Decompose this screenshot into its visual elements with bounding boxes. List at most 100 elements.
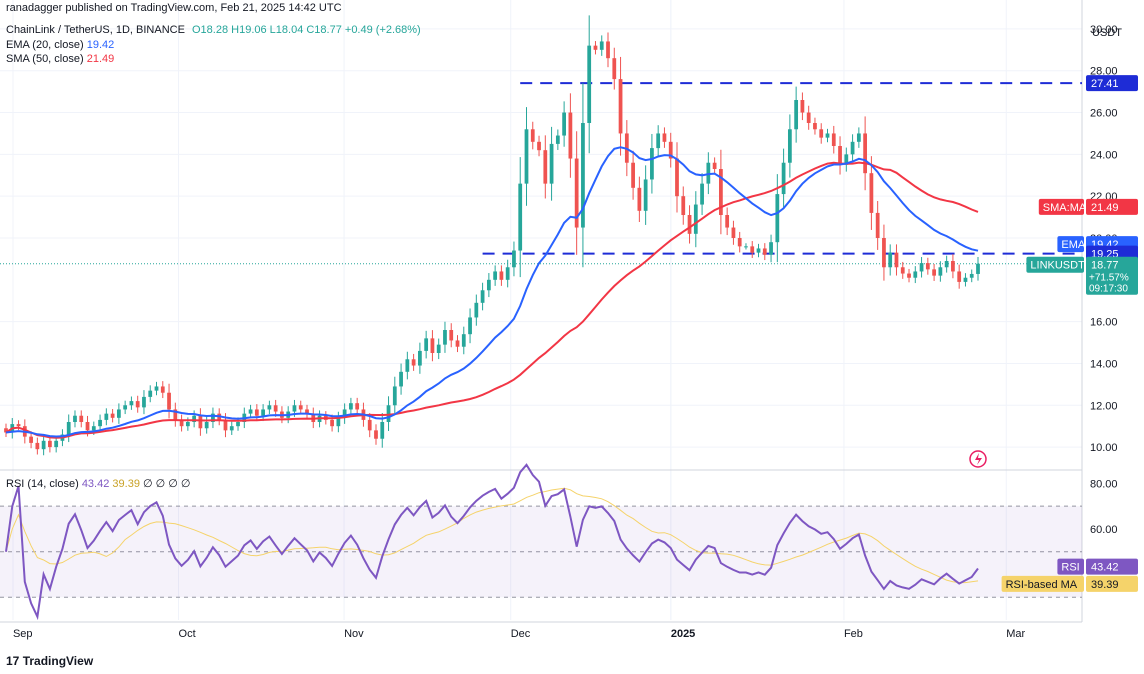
candle-body — [875, 212, 880, 238]
candle-body — [894, 252, 899, 268]
candle-body — [424, 338, 429, 351]
candle-body — [919, 263, 924, 272]
ema-legend-value: 19.42 — [86, 39, 115, 51]
candle-body — [248, 409, 253, 414]
price-tick-label: 28.00 — [1090, 66, 1118, 78]
price-badge-timer: 09:17:30 — [1089, 284, 1128, 295]
candle-body — [273, 405, 278, 412]
candle-body — [380, 422, 385, 439]
time-tick-label: Nov — [344, 628, 364, 640]
rsi-legend-ma-value: 39.39 — [112, 478, 140, 490]
price-badge-tag-bg — [1026, 256, 1084, 273]
horizontal-levels — [0, 82, 1082, 265]
candle-body — [769, 242, 773, 255]
candle-body — [831, 133, 836, 146]
candle-body — [179, 419, 184, 427]
candle-body — [606, 41, 610, 59]
price-badge-value: 18.77 — [1091, 260, 1119, 272]
rsi-legend[interactable]: RSI (14, close) 43.42 39.39 ∅ ∅ ∅ ∅ — [6, 477, 191, 490]
candle-body — [800, 100, 805, 113]
candle-body — [737, 238, 742, 247]
candle-body — [882, 238, 886, 268]
candle-body — [668, 141, 673, 159]
candle-body — [900, 267, 905, 274]
candle-body — [123, 405, 128, 410]
candle-body — [330, 419, 334, 427]
rsi-line — [5, 463, 979, 621]
candle-body — [662, 133, 667, 142]
sma-legend[interactable]: SMA (50, close) 21.49 — [6, 53, 114, 65]
currency-label: USDT — [1092, 27, 1122, 39]
candle-body — [543, 150, 548, 184]
sma-legend-label: SMA (50, close) — [6, 53, 84, 65]
tv-logo-text: TradingView — [22, 654, 94, 668]
candle-body — [888, 252, 893, 268]
candle-body — [687, 215, 692, 234]
candle-body — [618, 79, 623, 134]
candle-body — [599, 41, 604, 50]
candle-body — [825, 133, 830, 138]
candle-body — [443, 330, 447, 345]
candle-body — [675, 158, 679, 197]
ema-legend[interactable]: EMA (20, close) 19.42 — [6, 39, 114, 51]
candle-body — [725, 215, 730, 228]
candle-body — [336, 417, 341, 427]
candle-body — [367, 419, 372, 431]
candle-body — [700, 183, 704, 205]
candle-body — [756, 248, 761, 253]
candle-body — [581, 123, 585, 228]
candle-body — [160, 386, 165, 393]
candle-body — [731, 227, 736, 238]
rsi-legend-label: RSI (14, close) — [6, 478, 79, 490]
candle-body — [938, 267, 943, 276]
candle-body — [154, 386, 159, 391]
candle-body — [806, 112, 811, 123]
candle-body — [449, 330, 454, 341]
candle-body — [637, 187, 642, 211]
candle-body — [298, 405, 303, 410]
candle-body — [349, 403, 353, 410]
candle-body — [54, 440, 59, 448]
candle-body — [568, 112, 573, 159]
candle-body — [951, 261, 955, 272]
candle-body — [480, 290, 485, 303]
candle-body — [650, 148, 654, 180]
candle-body — [116, 409, 121, 418]
candle-body — [907, 273, 911, 278]
candle-body — [963, 277, 968, 282]
candle-body — [518, 183, 523, 251]
symbol-legend[interactable]: ChainLink / TetherUS, 1D, BINANCE O18.28… — [6, 24, 421, 36]
candle-body — [555, 135, 560, 144]
candle-body — [932, 269, 936, 276]
candle-body — [204, 422, 209, 429]
publisher-text: ranadagger published on TradingView.com,… — [6, 2, 342, 14]
sma-badge-value: 21.49 — [1091, 202, 1119, 214]
candle-body — [4, 428, 8, 433]
symbol-label: ChainLink / TetherUS, 1D, BINANCE — [6, 24, 185, 36]
candle-body — [863, 133, 868, 174]
candle-body — [211, 413, 215, 422]
ema-badge-tag: EMA — [1061, 239, 1086, 251]
candle-body — [305, 409, 309, 414]
sma-line — [5, 161, 979, 439]
ema-line — [5, 146, 979, 438]
candle-body — [957, 271, 962, 282]
candle-body — [79, 415, 84, 422]
candle-body — [781, 162, 786, 195]
tradingview-logo[interactable]: 17 TradingView — [6, 654, 93, 668]
candle-body — [374, 430, 378, 439]
candle-body — [925, 263, 930, 270]
candle-body — [430, 338, 435, 353]
price-tick-label: 26.00 — [1090, 108, 1118, 120]
rsi-ma-badge-tag: RSI-based MA — [1006, 579, 1078, 591]
candle-body — [342, 409, 347, 418]
candle-body — [292, 405, 297, 412]
level-top-badge-bg — [1086, 75, 1138, 92]
candle-body — [98, 419, 102, 427]
rsi-legend-value: 43.42 — [81, 478, 110, 490]
candle-body — [499, 271, 504, 280]
candle-body — [850, 141, 855, 155]
level-top-badge-value: 27.41 — [1091, 78, 1119, 90]
